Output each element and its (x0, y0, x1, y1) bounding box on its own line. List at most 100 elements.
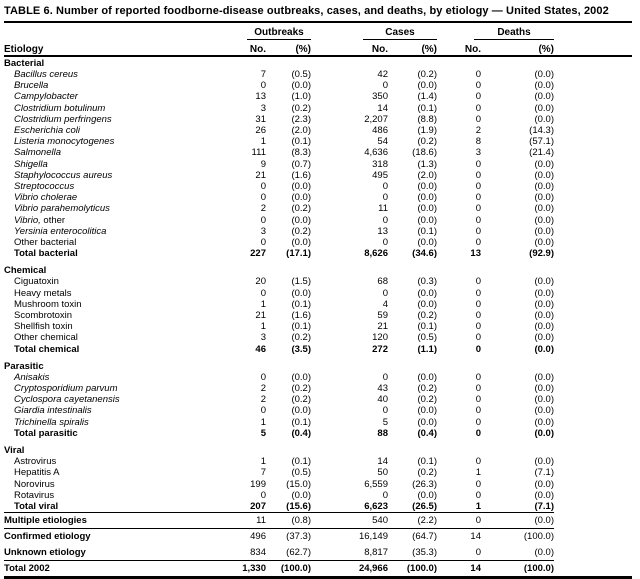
table-row: Bacillus cereus 7 (0.5) 42 (0.2) 0 (0.0) (4, 69, 632, 80)
filler-cell (554, 288, 632, 299)
filler-cell (554, 467, 632, 478)
table-row: Cyclospora cayetanensis 2 (0.2) 40 (0.2) 0 (0.… (4, 394, 632, 405)
value-cell: 50 (377, 467, 388, 479)
value-cell: 199 (250, 478, 266, 490)
value-cell: 31 (255, 113, 266, 125)
value-cell: 43 (377, 383, 388, 395)
value-cell: (26.3) (412, 478, 437, 490)
value-cell: 0 (260, 80, 266, 92)
value-cell: 0 (475, 405, 481, 417)
value-cell: (0.2) (417, 383, 437, 395)
value-cell: 8 (475, 136, 481, 148)
value-cell: 7 (260, 467, 266, 479)
value-cell: (0.7) (291, 158, 311, 170)
value-cell: (0.0) (534, 371, 554, 383)
value-cell: (18.6) (412, 147, 437, 159)
value-cell: (0.0) (534, 405, 554, 417)
value-cell: (100.0) (481, 559, 554, 579)
etiology-cell: Trichinella spiralis (4, 417, 240, 428)
filler-cell (554, 321, 632, 332)
value-cell: 2,207 (364, 113, 388, 125)
value-cell: 0 (475, 225, 481, 237)
column-header-filler (554, 40, 632, 57)
value-cell: (0.0) (534, 287, 554, 299)
filler-cell (554, 417, 632, 428)
etiology-cell: Other bacterial (4, 237, 240, 248)
value-cell: 40 (377, 394, 388, 406)
table-row: Trichinella spiralis 1 (0.1) 5 (0.0) 0 (0.0) (4, 417, 632, 428)
value-cell: (1.5) (291, 276, 311, 288)
value-cell: 0 (382, 371, 388, 383)
value-cell: (0.5) (291, 467, 311, 479)
value-cell: (0.0) (291, 181, 311, 193)
value-cell: 111 (251, 147, 266, 159)
value-cell: (0.0) (534, 321, 554, 333)
value-cell: 496 (240, 528, 266, 545)
filler-cell (554, 192, 632, 203)
value-cell: 2 (260, 383, 266, 395)
etiology-label: Staphylococcus aureus (14, 169, 113, 181)
value-cell: 0 (260, 192, 266, 204)
value-cell: (0.0) (417, 405, 437, 417)
value-cell: (100.0) (388, 559, 437, 579)
filler-cell (554, 310, 632, 321)
value-cell: 11 (378, 203, 388, 215)
deaths-no-header: No. (437, 40, 481, 57)
value-cell: (0.0) (417, 298, 437, 310)
value-cell: (0.2) (291, 203, 311, 215)
value-cell: (1.3) (417, 158, 437, 170)
group-header-filler (554, 25, 632, 40)
cases-group-label: Cases (363, 27, 437, 40)
value-cell: 4 (382, 298, 388, 310)
value-cell: (0.4) (291, 427, 311, 439)
value-cell: 8,626 (364, 248, 388, 260)
etiology-label: Yersinia enterocolitica (14, 225, 107, 237)
value-cell: 495 (372, 169, 388, 181)
value-cell: (0.0) (534, 214, 554, 226)
etiology-label: Hepatitis A (14, 467, 60, 479)
value-cell: (0.0) (534, 113, 554, 125)
group-header-deaths: Deaths (437, 25, 554, 40)
value-cell: 0 (475, 80, 481, 92)
value-cell: 13 (377, 225, 388, 237)
outbreaks-pct-header: (%) (266, 40, 311, 57)
table-row: Cryptosporidium parvum 2 (0.2) 43 (0.2) 0 (0.0… (4, 383, 632, 394)
value-cell: 0 (475, 91, 481, 103)
value-cell: (0.1) (291, 456, 311, 468)
value-cell: 0 (382, 80, 388, 92)
group-header-spacer (4, 25, 240, 40)
etiology-label: Mushroom toxin (14, 298, 82, 310)
etiology-cell: Staphylococcus aureus (4, 170, 240, 181)
filler-cell (554, 456, 632, 467)
value-cell: 88 (377, 427, 388, 439)
etiology-label: Cyclospora cayetanensis (14, 394, 120, 406)
outbreaks-no-header: No. (240, 40, 266, 57)
etiology-label: Bacillus cereus (14, 69, 78, 80)
value-cell: 0 (475, 478, 481, 490)
etiology-label: Scombrotoxin (14, 310, 73, 322)
value-cell: (1.9) (417, 125, 437, 137)
table-row: Listeria monocytogenes 1 (0.1) 54 (0.2) 8 (57.… (4, 136, 632, 147)
value-cell: (0.0) (534, 416, 554, 428)
table-row: Giardia intestinalis 0 (0.0) 0 (0.0) 0 (0.0) (4, 405, 632, 416)
value-cell: 120 (372, 332, 388, 344)
etiology-cell: Multiple etiologies (4, 512, 240, 529)
value-cell: 0 (475, 102, 481, 114)
value-cell: (0.1) (291, 298, 311, 310)
value-cell: (0.0) (534, 298, 554, 310)
value-cell: (0.0) (534, 203, 554, 215)
table-row: Escherichia coli 26 (2.0) 486 (1.9) 2 (14.3) (4, 125, 632, 136)
value-cell: (0.0) (417, 214, 437, 226)
value-cell: (2.3) (291, 113, 311, 125)
value-cell: (0.0) (534, 383, 554, 395)
value-cell: (0.1) (417, 225, 437, 237)
value-cell: 16,149 (311, 528, 388, 545)
value-cell: (0.3) (417, 276, 437, 288)
value-cell: 24,966 (311, 559, 388, 579)
value-cell: (37.3) (266, 528, 311, 545)
value-cell: (1.4) (417, 91, 437, 103)
value-cell: (34.6) (412, 248, 437, 260)
value-cell: 0 (437, 512, 481, 529)
value-cell: 6,623 (364, 500, 388, 512)
